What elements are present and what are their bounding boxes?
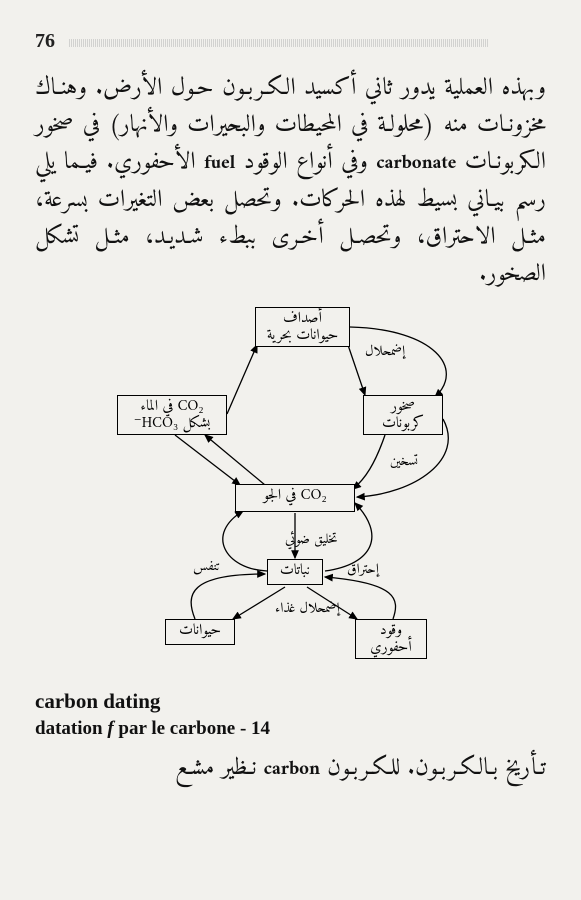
- entry-ar-post: نـظير مشـع: [175, 748, 264, 790]
- entry-arabic: تـأريخ بـالكـربـون. للكـربـون carbon نـظ…: [35, 748, 546, 790]
- entry-english: carbon dating: [35, 689, 546, 714]
- header-rule: [69, 39, 489, 47]
- term-fuel: fuel: [204, 148, 235, 181]
- main-paragraph: وبهذه العملية يدور ثاني أكسيد الكـربـون …: [35, 71, 546, 294]
- entry-fr-pre: datation: [35, 718, 107, 739]
- arrow-5: [175, 435, 240, 485]
- label-photo: تخليق ضوئي: [285, 527, 338, 552]
- arrow-8: [223, 511, 267, 571]
- label-burn: إحتراق: [347, 557, 379, 582]
- arrow-6: [205, 435, 265, 485]
- arrow-0: [227, 345, 257, 414]
- carbon-cycle-diagram: أصدافحيوانات بحرية CO₂ في الماءبشكل HCO₃⁻…: [35, 299, 546, 679]
- entry-fr-post: par le carbone - 14: [114, 718, 270, 739]
- arrow-3: [353, 435, 385, 489]
- label-heating: تسخين: [390, 449, 418, 474]
- label-decayfood: إضمحلال غذاء: [275, 596, 340, 621]
- entry-ar-pre: تـأريخ بـالكـربـون. للكـربـون: [320, 748, 546, 790]
- node-plants: نباتات: [267, 559, 323, 585]
- node-co2air: CO₂ في الجو: [235, 484, 355, 512]
- para-seg-2: وفي أنواع الوقود: [235, 142, 376, 184]
- label-decay1: إضمحلال: [365, 339, 405, 364]
- page-number: 76: [35, 30, 55, 53]
- node-co2water: CO₂ في الماءبشكل HCO₃⁻: [117, 395, 227, 435]
- node-fossil: وقودأحفوري: [355, 619, 427, 659]
- node-animals: حيوانات: [165, 619, 235, 645]
- arrow-12: [191, 574, 265, 619]
- label-resp: تنفس: [193, 554, 220, 579]
- entry-french: datation f par le carbone - 14: [35, 718, 546, 740]
- term-carbonate: carbonate: [376, 148, 456, 181]
- entry-ar-latin: carbon: [264, 754, 320, 787]
- node-carbrock: صخوركربونات: [363, 395, 443, 435]
- arrow-1: [348, 345, 365, 395]
- node-shells: أصدافحيوانات بحرية: [255, 307, 350, 347]
